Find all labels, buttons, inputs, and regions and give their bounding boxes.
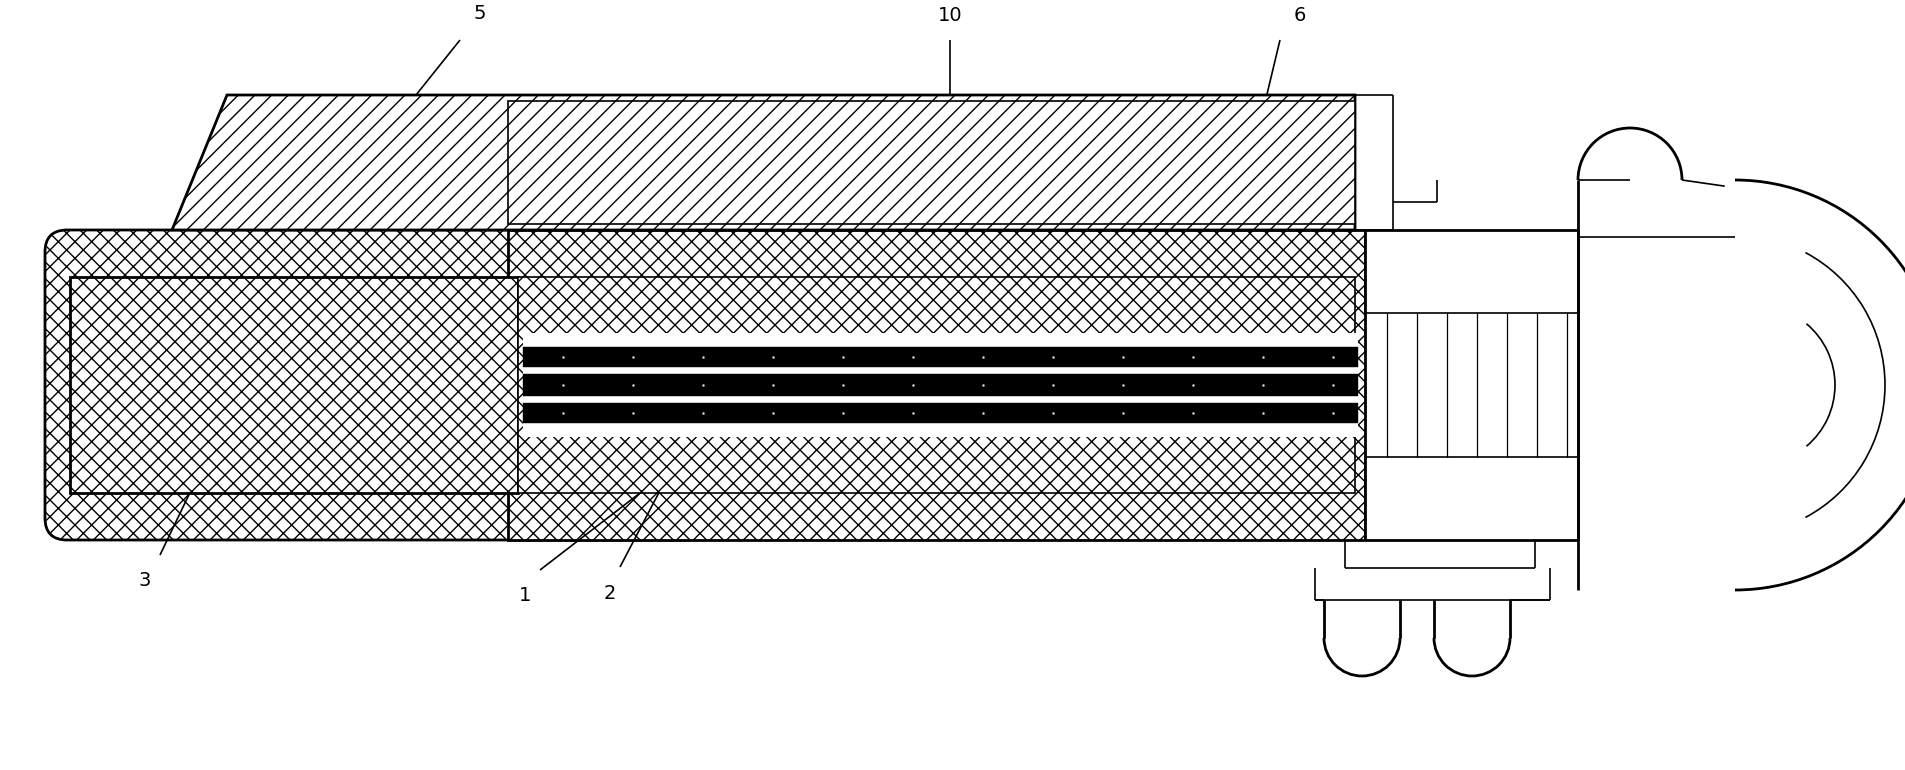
Bar	[522, 374, 1356, 396]
Bar	[522, 347, 1356, 367]
Text: 1: 1	[518, 585, 531, 604]
Bar	[70, 277, 518, 493]
FancyBboxPatch shape	[46, 230, 711, 540]
Bar	[522, 403, 1356, 423]
Bar	[509, 101, 1354, 224]
Text: 10: 10	[937, 5, 962, 25]
Bar	[70, 277, 518, 493]
Bar	[518, 277, 1354, 493]
Polygon shape	[171, 95, 1354, 230]
Text: 5: 5	[474, 4, 486, 22]
Bar	[518, 277, 1354, 493]
Bar	[509, 230, 1364, 540]
Bar	[509, 101, 1354, 224]
Bar	[509, 101, 1354, 224]
Text: 3: 3	[139, 571, 150, 590]
Bar	[70, 277, 518, 493]
Bar	[518, 277, 1354, 493]
Text: 2: 2	[604, 584, 615, 602]
Bar	[509, 230, 1364, 540]
Text: 6: 6	[1293, 5, 1305, 25]
Bar	[522, 333, 1356, 437]
